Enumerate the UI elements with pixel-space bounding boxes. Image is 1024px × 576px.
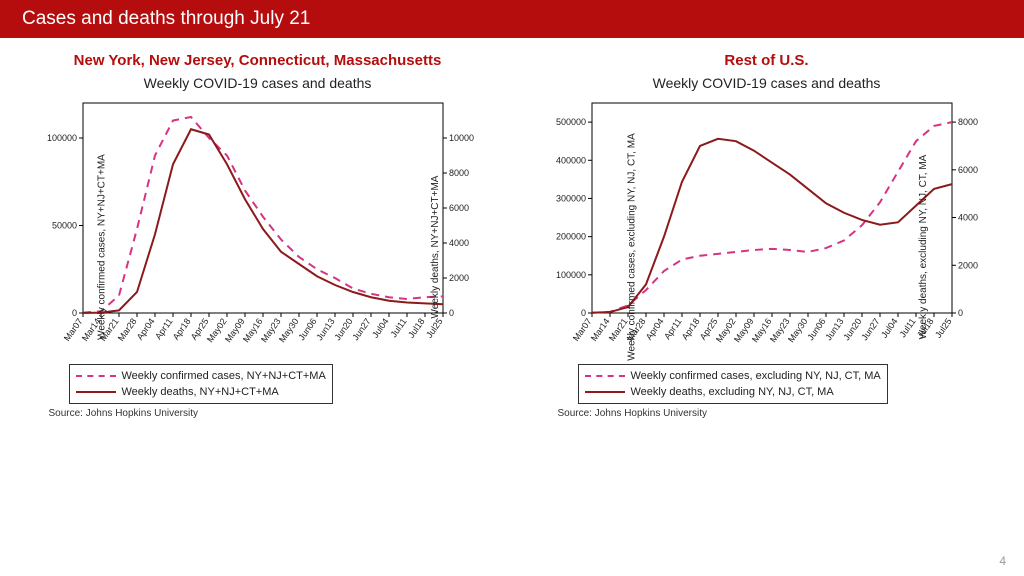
svg-text:100000: 100000: [46, 133, 76, 143]
svg-text:8000: 8000: [449, 168, 469, 178]
svg-text:Jun20: Jun20: [841, 316, 863, 342]
header-title: Cases and deaths through July 21: [22, 8, 310, 29]
svg-text:0: 0: [449, 308, 454, 318]
source-right: Source: Johns Hopkins University: [558, 408, 1012, 419]
svg-text:8000: 8000: [958, 117, 978, 127]
svg-text:Jun13: Jun13: [823, 316, 845, 342]
legend-row: Weekly deaths, excluding NY, NJ, CT, MA: [585, 384, 881, 400]
header-bar: Cases and deaths through July 21: [0, 0, 1024, 38]
svg-text:Jun27: Jun27: [350, 316, 372, 342]
svg-text:300000: 300000: [555, 193, 585, 203]
legend-row: Weekly deaths, NY+NJ+CT+MA: [76, 384, 326, 400]
legend-row: Weekly confirmed cases, NY+NJ+CT+MA: [76, 368, 326, 384]
svg-text:Jul04: Jul04: [879, 316, 900, 339]
svg-text:500000: 500000: [555, 117, 585, 127]
svg-text:Mar28: Mar28: [115, 316, 138, 343]
source-left: Source: Johns Hopkins University: [49, 408, 503, 419]
yaxis-right-label-cases: Weekly confirmed cases, excluding NY, NJ…: [626, 133, 637, 361]
svg-text:Jun06: Jun06: [296, 316, 318, 342]
chart-left-wrap: Weekly COVID-19 cases and deaths Weekly …: [13, 75, 503, 419]
yaxis-right-label-deaths: Weekly deaths, excluding NY, NJ, CT, MA: [918, 155, 929, 340]
chart-right: 0100000200000300000400000500000020004000…: [522, 93, 1012, 358]
panel-right: Rest of U.S. Weekly COVID-19 cases and d…: [515, 52, 1018, 419]
panels-container: New York, New Jersey, Connecticut, Massa…: [0, 38, 1024, 419]
panel-right-title: Rest of U.S.: [515, 52, 1018, 69]
svg-text:Jul11: Jul11: [388, 316, 408, 339]
svg-text:Apr18: Apr18: [170, 316, 192, 341]
svg-text:100000: 100000: [555, 270, 585, 280]
svg-text:2000: 2000: [449, 273, 469, 283]
svg-text:Jul25: Jul25: [933, 316, 954, 339]
legend-right: Weekly confirmed cases, excluding NY, NJ…: [578, 364, 888, 404]
svg-text:Jul18: Jul18: [406, 316, 427, 339]
legend-right-deaths: Weekly deaths, excluding NY, NJ, CT, MA: [631, 384, 834, 400]
panel-left: New York, New Jersey, Connecticut, Massa…: [6, 52, 509, 419]
legend-left-deaths: Weekly deaths, NY+NJ+CT+MA: [122, 384, 279, 400]
legend-row: Weekly confirmed cases, excluding NY, NJ…: [585, 368, 881, 384]
svg-text:Jun13: Jun13: [314, 316, 336, 342]
svg-text:Jul11: Jul11: [897, 316, 917, 339]
svg-text:10000: 10000: [449, 133, 474, 143]
svg-text:Jun06: Jun06: [805, 316, 827, 342]
legend-line-deaths-icon: [76, 391, 116, 393]
chart-right-title: Weekly COVID-19 cases and deaths: [522, 75, 1012, 91]
page-number: 4: [999, 554, 1006, 568]
svg-text:6000: 6000: [449, 203, 469, 213]
svg-text:200000: 200000: [555, 232, 585, 242]
svg-text:May30: May30: [785, 316, 809, 344]
svg-text:4000: 4000: [958, 213, 978, 223]
svg-text:Jul04: Jul04: [370, 316, 391, 339]
panel-left-title: New York, New Jersey, Connecticut, Massa…: [6, 52, 509, 69]
legend-left: Weekly confirmed cases, NY+NJ+CT+MA Week…: [69, 364, 333, 404]
legend-line-cases-icon: [76, 375, 116, 377]
legend-left-cases: Weekly confirmed cases, NY+NJ+CT+MA: [122, 368, 326, 384]
svg-text:6000: 6000: [958, 165, 978, 175]
svg-text:0: 0: [958, 308, 963, 318]
svg-text:50000: 50000: [51, 221, 76, 231]
chart-right-wrap: Weekly COVID-19 cases and deaths Weekly …: [522, 75, 1012, 419]
legend-line-deaths-icon: [585, 391, 625, 393]
svg-text:Jun20: Jun20: [332, 316, 354, 342]
svg-text:Jul25: Jul25: [424, 316, 445, 339]
svg-text:Jun27: Jun27: [859, 316, 881, 342]
yaxis-left-label-deaths: Weekly deaths, NY+NJ+CT+MA: [430, 176, 441, 319]
svg-text:2000: 2000: [958, 260, 978, 270]
svg-text:Apr18: Apr18: [679, 316, 701, 341]
legend-right-cases: Weekly confirmed cases, excluding NY, NJ…: [631, 368, 881, 384]
svg-text:4000: 4000: [449, 238, 469, 248]
yaxis-left-label-cases: Weekly confirmed cases, NY+NJ+CT+MA: [96, 154, 107, 340]
legend-line-cases-icon: [585, 375, 625, 377]
svg-text:400000: 400000: [555, 155, 585, 165]
svg-text:Apr04: Apr04: [643, 316, 665, 341]
chart-left-title: Weekly COVID-19 cases and deaths: [13, 75, 503, 91]
svg-text:Apr04: Apr04: [134, 316, 156, 341]
svg-text:May30: May30: [276, 316, 300, 344]
